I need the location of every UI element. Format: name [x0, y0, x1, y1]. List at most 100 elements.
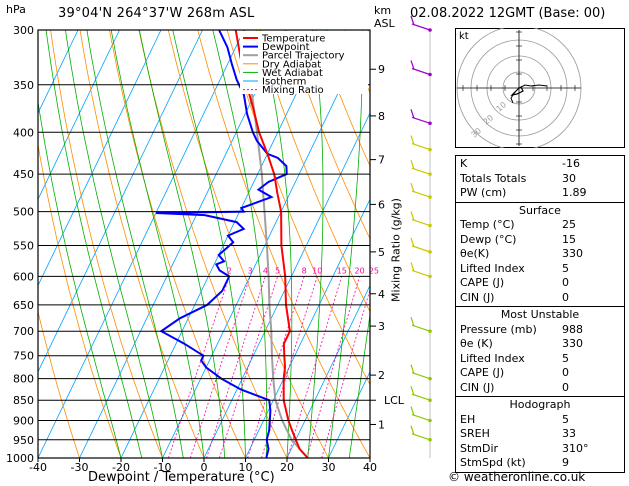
mixing-ratio-label: 4 — [263, 266, 268, 275]
pressure-tick-label: 1000 — [6, 452, 34, 465]
index-row: EH 5 — [460, 413, 620, 428]
plot-frame — [37, 29, 371, 459]
wind-barb-flag — [410, 364, 415, 374]
wind-barb — [411, 143, 431, 151]
km-unit: km — [374, 4, 392, 17]
x-tick-label: -40 — [29, 461, 47, 474]
pressure-tick-label: 450 — [13, 168, 34, 181]
wind-barb-base — [428, 329, 432, 334]
wind-barb-flag — [410, 182, 415, 193]
dry-adiabat-line — [38, 310, 80, 458]
x-tick-label: 20 — [280, 461, 294, 474]
index-label: SREH — [460, 427, 490, 440]
index-label: Pressure (mb) — [460, 322, 537, 336]
isotherm-line — [38, 30, 245, 458]
mixing-ratio-line — [287, 276, 343, 458]
wind-barb-flag — [410, 262, 415, 272]
credit: © weatheronline.co.uk — [448, 470, 586, 484]
pressure-tick-label: 750 — [13, 350, 34, 363]
index-label: θe(K) — [460, 247, 490, 260]
mixing-ratio-axis-label: Mixing Ratio (g/kg) — [389, 198, 403, 302]
index-value: 25 — [562, 218, 576, 231]
index-label: StmSpd (kt) — [460, 456, 526, 469]
mixing-ratio-label: 15 — [337, 266, 347, 275]
wet-adiabat-line — [348, 312, 370, 458]
mixing-ratio-line — [206, 276, 266, 458]
isotherm-line — [38, 30, 79, 115]
wind-barb-base — [428, 274, 432, 279]
wind-barb-flag — [410, 109, 415, 119]
wind-barb — [411, 116, 431, 124]
index-row: SREH 33 — [460, 427, 620, 442]
index-row: Lifted Index 5 — [460, 262, 620, 277]
km-tick-label: 9 — [378, 63, 385, 76]
pressure-tick-label: 500 — [13, 206, 34, 219]
index-row: CAPE (J) 0 — [460, 366, 620, 381]
location-title: 39°04'N 264°37'W 268m ASL — [58, 6, 255, 21]
hodograph-trace — [510, 84, 548, 104]
index-label: StmDir — [460, 441, 499, 455]
index-row: θe(K) 330 — [460, 247, 620, 262]
legend-entry: Wet Adiabat — [262, 68, 323, 79]
hodograph-title: Hodograph — [509, 398, 571, 411]
index-row: CIN (J) 0 — [460, 291, 620, 306]
isotherm-line — [120, 30, 328, 458]
wind-barb — [411, 393, 431, 401]
wind-barb-base — [428, 172, 432, 176]
index-row: StmDir 310° — [460, 442, 620, 457]
legend-entry: Parcel Trajectory — [262, 51, 345, 62]
index-label: Lifted Index — [460, 351, 525, 365]
x-tick-label: -20 — [112, 461, 130, 474]
mixing-ratio-label: 8 — [302, 266, 307, 275]
index-row: θe (K) 330 — [460, 337, 620, 352]
mixing-ratio-line — [219, 276, 278, 458]
wind-barb-base — [428, 398, 432, 403]
index-value: 30 — [562, 171, 576, 185]
wind-barb-base — [428, 195, 432, 199]
x-tick-label: 0 — [201, 461, 208, 474]
lcl-label: LCL — [384, 394, 405, 407]
km-tick-label: 8 — [378, 110, 385, 123]
pressure-tick-label: 800 — [13, 373, 34, 386]
mixing-ratio-label: 2 — [227, 266, 232, 275]
x-tick-label: 30 — [322, 461, 336, 474]
pressure-tick-label: 950 — [13, 434, 34, 447]
wind-barb — [411, 269, 431, 277]
mixing-ratio-label: 20 — [355, 266, 365, 275]
isotherm-line — [203, 112, 370, 458]
index-label: Totals Totals — [460, 171, 527, 185]
dry-adiabat-line — [285, 30, 370, 240]
wind-barb-base — [428, 121, 432, 126]
wind-barb — [411, 23, 431, 31]
index-value: 5 — [562, 351, 569, 365]
indices-block-general: K -16 Totals Totals 30 PW (cm) 1.89 — [455, 155, 625, 203]
mixing-ratio-line — [247, 276, 305, 458]
wind-barb-flag — [410, 386, 415, 396]
index-value: 0 — [562, 380, 569, 394]
datetime-title: 02.08.2022 12GMT (Base: 00) — [410, 6, 606, 21]
index-label: CIN (J) — [460, 380, 495, 394]
index-value: 330 — [562, 247, 583, 260]
isotherm-line — [38, 30, 203, 373]
pressure-tick-label: 550 — [13, 239, 34, 252]
wind-barb-flag — [410, 60, 415, 70]
wind-barb — [411, 413, 431, 422]
km-tick-label: 4 — [378, 288, 385, 301]
index-value: 5 — [562, 261, 569, 275]
isotherm-line — [286, 284, 370, 458]
legend-entry: Temperature — [261, 34, 325, 45]
index-value: 15 — [562, 232, 576, 246]
mixing-ratio-line — [306, 276, 360, 458]
index-label: θe (K) — [460, 337, 493, 350]
legend-box — [240, 31, 368, 94]
wind-barb-flag — [410, 15, 415, 26]
hpa-unit: hPa — [6, 3, 26, 16]
indices-panel: K -16 Totals Totals 30 PW (cm) 1.89 Surface… — [455, 155, 625, 473]
wind-barb-flag — [410, 317, 415, 327]
index-label: CIN (J) — [460, 290, 495, 304]
index-label: EH — [460, 412, 476, 426]
hodograph-kt-label: kt — [459, 31, 469, 42]
wind-barb-base — [428, 418, 432, 423]
